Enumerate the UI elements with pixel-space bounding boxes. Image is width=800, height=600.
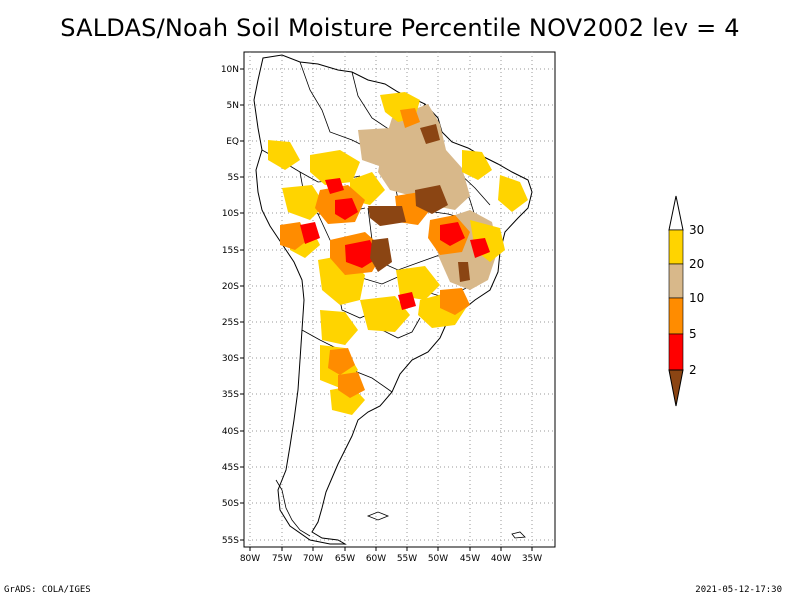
longitude-axis: 80W 75W 70W 65W 60W 55W 50W 45W 40W 35W <box>240 547 542 564</box>
colorbar-labels: 30 20 10 5 2 <box>689 223 704 377</box>
footer-timestamp: 2021-05-12-17:30 <box>695 585 782 595</box>
lon-tick-label: 65W <box>335 554 355 564</box>
lat-tick-label: 45S <box>222 463 239 473</box>
lon-tick-label: 70W <box>303 554 323 564</box>
colorbar-label: 30 <box>689 223 704 237</box>
colorbar-arrow-top <box>668 195 684 231</box>
lon-tick-label: 45W <box>460 554 480 564</box>
lon-tick-label: 55W <box>397 554 417 564</box>
percentile-field <box>268 92 528 415</box>
lon-tick-label: 75W <box>272 554 292 564</box>
lat-tick-label: 35S <box>222 390 239 400</box>
footer-credit: GrADS: COLA/IGES <box>4 585 91 595</box>
colorbar-band-10-20 <box>668 263 684 299</box>
graticule <box>244 52 555 547</box>
colorbar-band-2-5 <box>668 333 684 371</box>
colorbar-label: 20 <box>689 257 704 271</box>
islands <box>275 479 526 539</box>
colorbar <box>668 195 684 407</box>
colorbar-label: 2 <box>689 363 697 377</box>
colorbar-band-5-10 <box>668 297 684 335</box>
lon-tick-label: 50W <box>428 554 448 564</box>
lat-tick-label: 5N <box>227 101 239 111</box>
lat-tick-label: 30S <box>222 354 239 364</box>
lat-tick-label: 25S <box>222 318 239 328</box>
map-frame <box>243 51 556 548</box>
lat-tick-label: 40S <box>222 427 239 437</box>
colorbar-label: 5 <box>689 327 697 341</box>
lon-tick-label: 60W <box>366 554 386 564</box>
map-title: SALDAS/Noah Soil Moisture Percentile NOV… <box>60 14 740 42</box>
lat-tick-label: 10S <box>222 209 239 219</box>
colorbar-arrow-bottom <box>668 369 684 407</box>
lat-tick-label: 10N <box>221 65 239 75</box>
lon-tick-label: 80W <box>240 554 260 564</box>
lat-tick-label: 20S <box>222 282 239 292</box>
colorbar-label: 10 <box>689 291 704 305</box>
south-america-coastline <box>253 54 533 545</box>
latitude-axis: 10N 5N EQ 5S 10S 15S 20S 25S 30S 35S 40S 45S 50S 55S <box>221 65 244 546</box>
colorbar-band-20-30 <box>668 229 684 265</box>
lon-tick-label: 35W <box>522 554 542 564</box>
lat-tick-label: 5S <box>228 173 240 183</box>
lat-tick-label: 55S <box>222 536 239 546</box>
lon-tick-label: 40W <box>491 554 511 564</box>
lat-tick-label: 15S <box>222 246 239 256</box>
lat-tick-label: EQ <box>226 137 239 147</box>
lat-tick-label: 50S <box>222 499 239 509</box>
